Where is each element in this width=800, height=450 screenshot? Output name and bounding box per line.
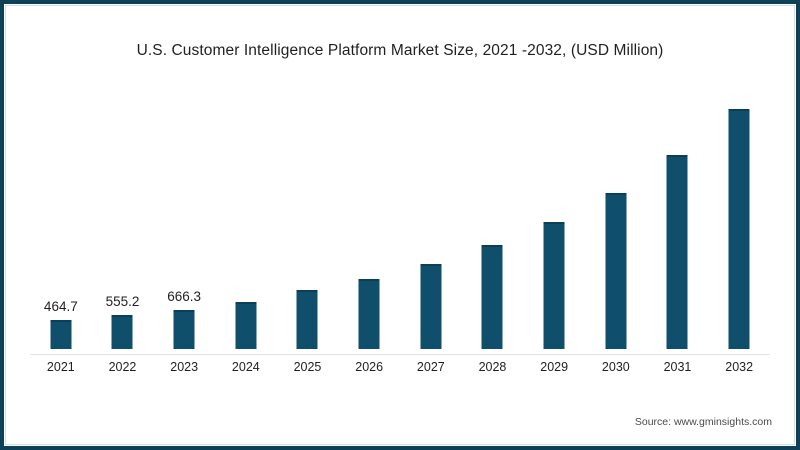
x-tick-label-2031: 2031 [663,360,692,374]
bar-series: 464.7 555.2 666.3 [30,80,770,352]
x-tick-label-2026: 2026 [355,360,384,374]
bar-top-edge [420,264,442,266]
x-axis-tick-labels: 2021 2022 2023 2024 2025 2026 2027 2028 2029 2030… [30,360,770,380]
x-tick-label-2021: 2021 [46,360,75,374]
bar-2023: 666.3 [153,77,215,349]
bar-top-edge [173,310,195,312]
bar-rect [358,279,380,349]
x-tick-label-2029: 2029 [540,360,569,374]
bar-2022: 555.2 [92,77,154,349]
bar-2031 [647,77,709,349]
bar-rect [173,310,195,349]
chart-title: U.S. Customer Intelligence Platform Mark… [136,42,664,59]
bar-top-edge [296,290,318,292]
bar-value-label-2022: 555.2 [105,294,140,309]
bar-2026 [338,77,400,349]
bar-rect [111,315,133,349]
bar-rect [420,264,442,349]
bar-value-label-2021: 464.7 [43,299,78,314]
bar-rect [50,320,72,349]
bar-2028 [462,77,524,349]
bar-value-label-2023: 666.3 [167,289,202,304]
x-tick-label-2023: 2023 [170,360,199,374]
source-attribution: Source: www.gminsights.com [634,416,772,428]
bar-top-edge [728,109,750,111]
bar-top-edge [481,245,503,247]
bar-2025 [277,77,339,349]
bar-top-edge [358,279,380,281]
bar-top-edge [235,302,257,304]
bar-rect [235,302,257,349]
x-tick-label-2030: 2030 [601,360,630,374]
bar-2030 [585,77,647,349]
bar-rect [666,155,688,349]
x-axis-line [30,354,770,355]
bar-rect [296,290,318,349]
bar-top-edge [543,222,565,224]
x-tick-label-2032: 2032 [725,360,754,374]
x-tick-label-2024: 2024 [231,360,260,374]
bar-rect [728,109,750,349]
plot-area: 464.7 555.2 666.3 [30,80,770,355]
bar-rect [605,193,627,349]
bar-2024 [215,77,277,349]
bar-top-edge [50,320,72,322]
bar-rect [481,245,503,349]
x-tick-label-2027: 2027 [416,360,445,374]
chart-background [6,6,794,444]
x-tick-label-2022: 2022 [108,360,137,374]
bar-rect [543,222,565,349]
bar-top-edge [111,315,133,317]
bar-top-edge [605,193,627,195]
bar-2027 [400,77,462,349]
bar-2021: 464.7 [30,77,92,349]
x-tick-label-2025: 2025 [293,360,322,374]
bar-2032 [708,77,770,349]
bar-top-edge [666,155,688,157]
x-tick-label-2028: 2028 [478,360,507,374]
bar-2029 [523,77,585,349]
